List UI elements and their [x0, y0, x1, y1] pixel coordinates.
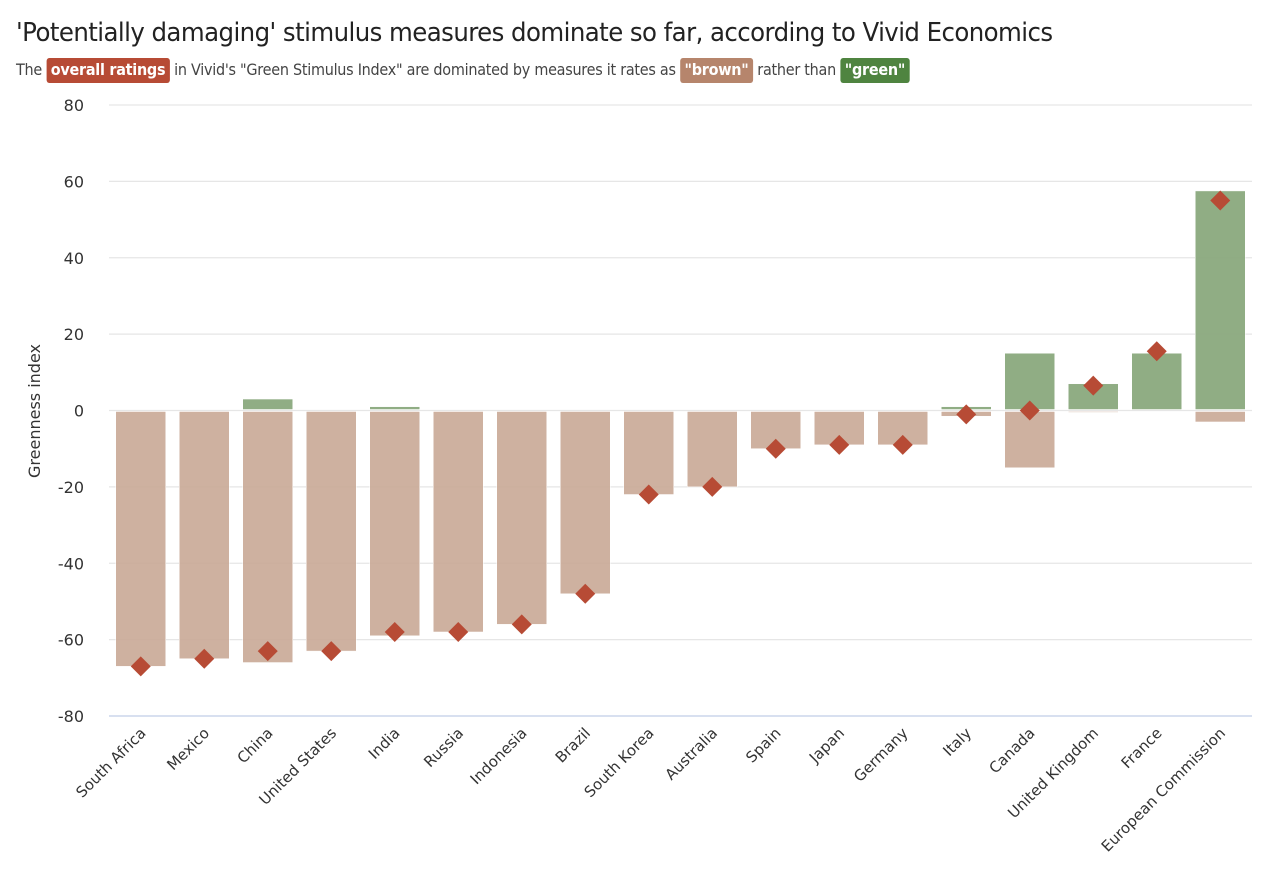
subtitle-prefix: The	[16, 60, 42, 79]
rating-markers	[130, 190, 1231, 677]
rating-marker[interactable]	[638, 484, 659, 505]
y-axis-ticks: 80 60 40 20 0 -20 -40 -60 -80	[58, 96, 84, 726]
green-bar[interactable]	[369, 406, 420, 410]
rating-marker[interactable]	[257, 641, 278, 662]
x-tick-label: France	[1118, 724, 1166, 772]
x-tick-label: Brazil	[552, 724, 594, 766]
y-tick-label: 80	[64, 96, 84, 115]
y-tick-label: -20	[58, 478, 84, 497]
x-tick-label: China	[234, 724, 277, 767]
overall-ratings-tag: overall ratings	[46, 58, 170, 83]
bars	[115, 190, 1246, 667]
x-tick-label: Russia	[420, 724, 467, 771]
rating-marker[interactable]	[829, 434, 850, 455]
brown-bar[interactable]	[1004, 411, 1055, 469]
chart-title: 'Potentially damaging' stimulus measures…	[16, 18, 1053, 48]
rating-marker[interactable]	[130, 656, 151, 677]
x-tick-label: Mexico	[163, 724, 213, 774]
rating-marker[interactable]	[384, 621, 405, 642]
brown-bar[interactable]	[623, 411, 674, 495]
x-tick-label: European Commission	[1098, 724, 1229, 855]
rating-marker[interactable]	[194, 648, 215, 669]
rating-marker[interactable]	[1019, 400, 1040, 421]
rating-marker[interactable]	[511, 614, 532, 635]
rating-marker[interactable]	[1210, 190, 1231, 211]
x-tick-label: Spain	[742, 724, 784, 766]
y-tick-label: -60	[58, 631, 84, 650]
green-bar[interactable]	[1004, 352, 1055, 410]
y-axis-title: Greenness index	[25, 344, 44, 478]
x-tick-label: Italy	[939, 724, 975, 760]
y-tick-label: 0	[74, 402, 84, 421]
brown-bar[interactable]	[306, 411, 357, 652]
green-tag: "green"	[840, 58, 910, 83]
green-bar[interactable]	[1195, 190, 1246, 410]
rating-marker[interactable]	[702, 476, 723, 497]
x-tick-label: Japan	[805, 724, 848, 767]
x-tick-label: South Africa	[72, 724, 149, 801]
brown-bar[interactable]	[687, 411, 738, 488]
x-tick-label: Indonesia	[467, 724, 531, 788]
y-tick-label: -40	[58, 554, 84, 573]
rating-marker[interactable]	[765, 438, 786, 459]
green-bar[interactable]	[1131, 352, 1182, 410]
gridlines	[109, 104, 1252, 717]
brown-bar[interactable]	[115, 411, 166, 667]
rating-marker[interactable]	[1083, 375, 1104, 396]
rating-marker[interactable]	[575, 583, 596, 604]
y-tick-label: 40	[64, 249, 84, 268]
chart-subtitle: The overall ratings in Vivid's "Green St…	[16, 58, 910, 83]
brown-bar[interactable]	[369, 411, 420, 637]
subtitle-between: rather than	[757, 60, 836, 79]
brown-bar[interactable]	[433, 411, 484, 633]
rating-marker[interactable]	[892, 434, 913, 455]
subtitle-middle: in Vivid's "Green Stimulus Index" are do…	[174, 60, 676, 79]
brown-bar[interactable]	[179, 411, 230, 659]
x-tick-label: Australia	[661, 724, 721, 784]
brown-bar[interactable]	[1068, 411, 1119, 413]
rating-marker[interactable]	[448, 621, 469, 642]
rating-marker[interactable]	[1146, 341, 1167, 362]
brown-bar[interactable]	[560, 411, 611, 595]
x-tick-label: India	[365, 724, 404, 763]
y-tick-label: -80	[58, 707, 84, 726]
x-tick-label: Germany	[850, 724, 912, 786]
x-tick-label: Canada	[985, 724, 1038, 777]
green-bar[interactable]	[242, 398, 293, 410]
brown-bar[interactable]	[1195, 411, 1246, 423]
brown-bar[interactable]	[496, 411, 547, 625]
rating-marker[interactable]	[321, 641, 342, 662]
brown-tag: "brown"	[680, 58, 753, 83]
y-tick-label: 60	[64, 172, 84, 191]
y-tick-label: 20	[64, 325, 84, 344]
brown-bar[interactable]	[242, 411, 293, 663]
rating-marker[interactable]	[956, 404, 977, 425]
